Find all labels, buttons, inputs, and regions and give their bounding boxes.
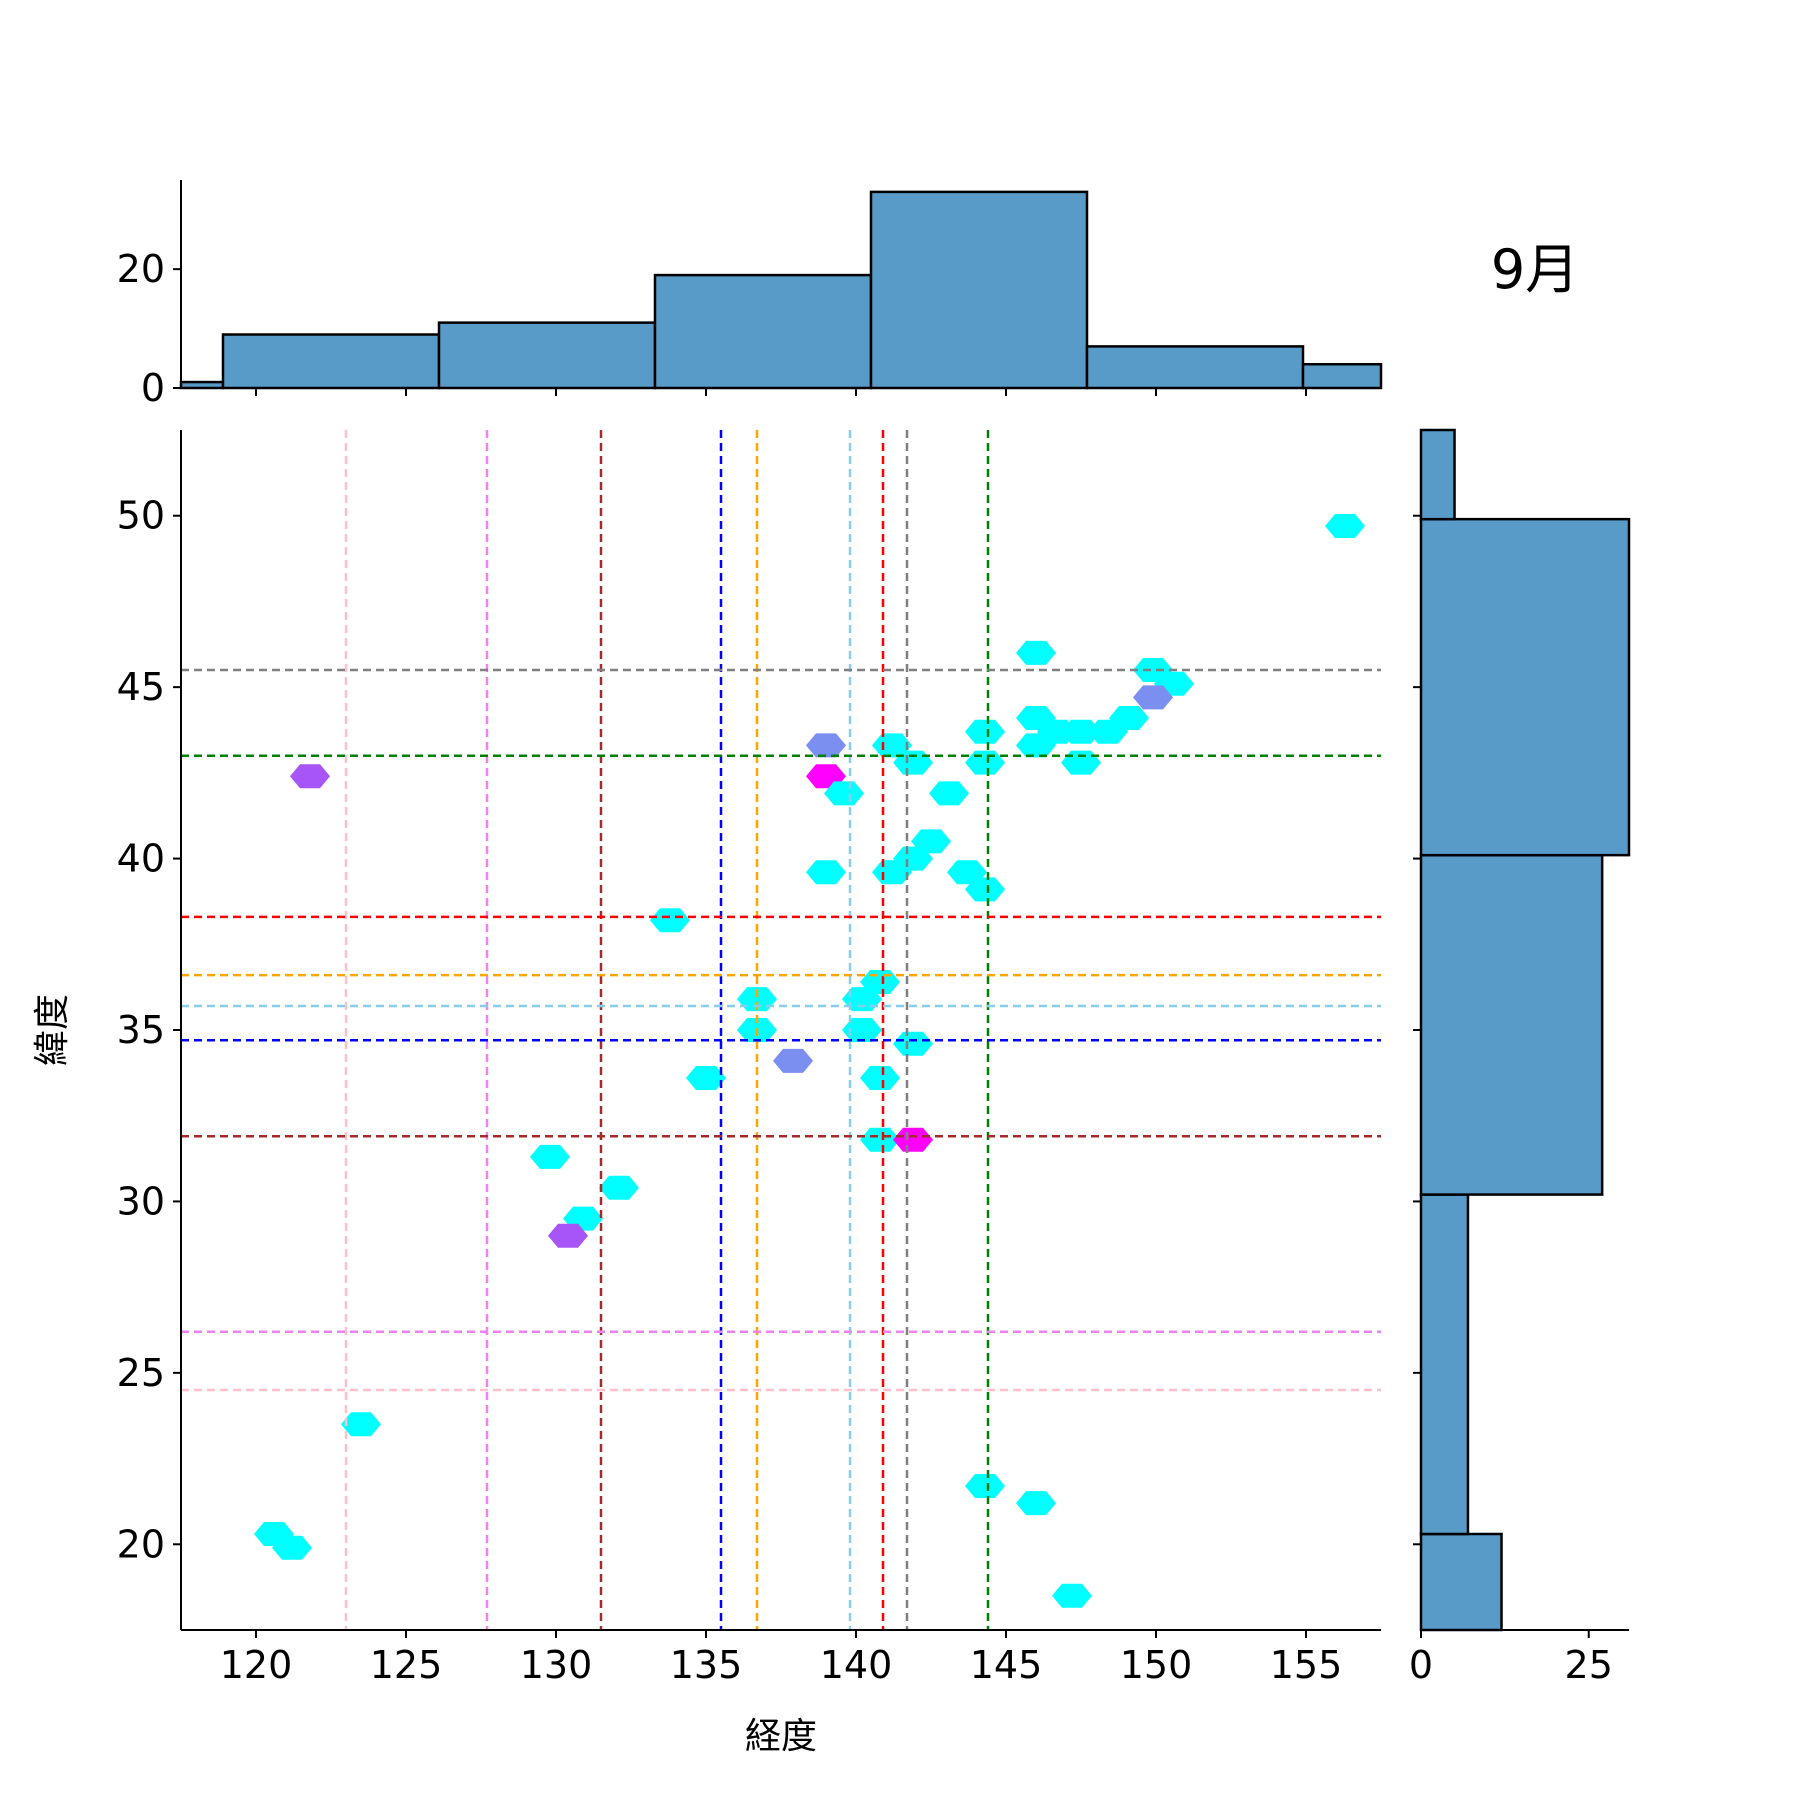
y-axis-title: 緯度 <box>32 994 73 1066</box>
right-hist-y-ticks <box>1413 514 1421 1546</box>
hexbin-cell <box>824 781 864 806</box>
y-tick-label: 45 <box>117 665 165 709</box>
hexbin-cell <box>530 1144 570 1169</box>
top-histogram-bar <box>1301 362 1383 390</box>
hexbin-cell <box>872 733 912 758</box>
vertical-reference-lines <box>344 430 990 1630</box>
hexbin-cell <box>1016 1491 1056 1516</box>
main-x-ticks: 120 125 130 135 140 145 150 155 <box>220 1630 1343 1687</box>
hexbin-cell <box>1325 514 1365 538</box>
hexbin-cell <box>599 1175 639 1200</box>
hexbin-cell <box>1016 640 1056 665</box>
hexbin-cell <box>929 781 969 806</box>
hexbin-cell <box>965 1474 1005 1498</box>
top-histogram-bars <box>179 190 1383 390</box>
top-hist-y-ticks: 0 20 <box>117 247 181 410</box>
hexbin-cell <box>893 1031 933 1056</box>
hexbin-cell <box>773 1048 813 1073</box>
hexbin-cell <box>1133 685 1173 710</box>
hexbin-cell <box>860 1127 900 1152</box>
hexbin-cell <box>1016 733 1056 758</box>
hexbin-cell <box>806 860 846 885</box>
right-histogram-bar <box>1419 1193 1470 1536</box>
right-histogram-bars <box>1419 428 1631 1632</box>
right-hist-x-tick-label: 25 <box>1565 1643 1613 1687</box>
top-histogram-bar <box>869 190 1089 390</box>
right-histogram-bar <box>1419 428 1456 521</box>
top-histogram-bar <box>221 333 441 390</box>
hexbin-cells <box>254 514 1365 1608</box>
hexbin-cell <box>548 1223 588 1248</box>
top-histogram-bar <box>1085 345 1305 390</box>
y-tick-label: 35 <box>117 1008 165 1052</box>
hexbin-cell <box>1088 719 1128 744</box>
hexbin-cell <box>1052 1583 1092 1608</box>
hexbin-cell <box>965 750 1005 775</box>
x-tick-label: 130 <box>520 1643 593 1687</box>
hexbin-cell <box>290 764 330 789</box>
x-tick-label: 155 <box>1270 1643 1343 1687</box>
x-axis-title: 経度 <box>745 1716 817 1757</box>
hexbin-cell <box>272 1535 312 1560</box>
horizontal-reference-lines <box>181 668 1381 1392</box>
main-y-ticks: 20 25 30 35 40 45 50 <box>117 494 181 1566</box>
right-marginal-histogram: 0 25 <box>1409 428 1631 1687</box>
hexbin-cell <box>842 1018 882 1042</box>
hexbin-cell <box>806 733 846 758</box>
top-histogram-bar <box>653 273 873 390</box>
hexbin-cell <box>860 1066 900 1090</box>
y-tick-label: 25 <box>117 1351 165 1395</box>
x-tick-label: 125 <box>370 1643 443 1687</box>
hexbin-cell <box>341 1412 381 1437</box>
right-hist-x-ticks: 0 25 <box>1409 1630 1613 1687</box>
hexbin-cell <box>686 1066 726 1090</box>
hexbin-cell <box>965 877 1005 902</box>
x-tick-label: 135 <box>670 1643 743 1687</box>
x-tick-label: 140 <box>820 1643 893 1687</box>
y-tick-label: 50 <box>117 494 165 538</box>
x-tick-label: 120 <box>220 1643 293 1687</box>
hexbin-cell <box>965 719 1005 744</box>
hexbin-cell <box>893 1127 933 1152</box>
top-hist-y-tick-label: 0 <box>141 366 165 410</box>
top-histogram-bar <box>437 321 657 390</box>
y-tick-label: 30 <box>117 1179 165 1223</box>
right-histogram-bar <box>1419 1532 1503 1632</box>
top-hist-y-tick-label: 20 <box>117 247 165 291</box>
right-histogram-bar <box>1419 853 1604 1196</box>
x-tick-label: 145 <box>970 1643 1043 1687</box>
y-tick-label: 40 <box>117 837 165 881</box>
hexbin-cell <box>1061 719 1101 744</box>
chart-title: 9月 <box>1491 238 1579 301</box>
x-tick-label: 150 <box>1120 1643 1193 1687</box>
hexbin-cell <box>650 908 690 933</box>
y-tick-label: 20 <box>117 1522 165 1566</box>
top-hist-x-ticks <box>255 388 1307 396</box>
right-histogram-bar <box>1419 517 1631 857</box>
hexbin-cell <box>1061 750 1101 775</box>
top-marginal-histogram: 0 20 <box>117 180 1383 410</box>
main-hexbin-plot: 120 125 130 135 140 145 150 155 20253035404550 … <box>32 430 1381 1757</box>
right-hist-x-tick-label: 0 <box>1409 1643 1433 1687</box>
